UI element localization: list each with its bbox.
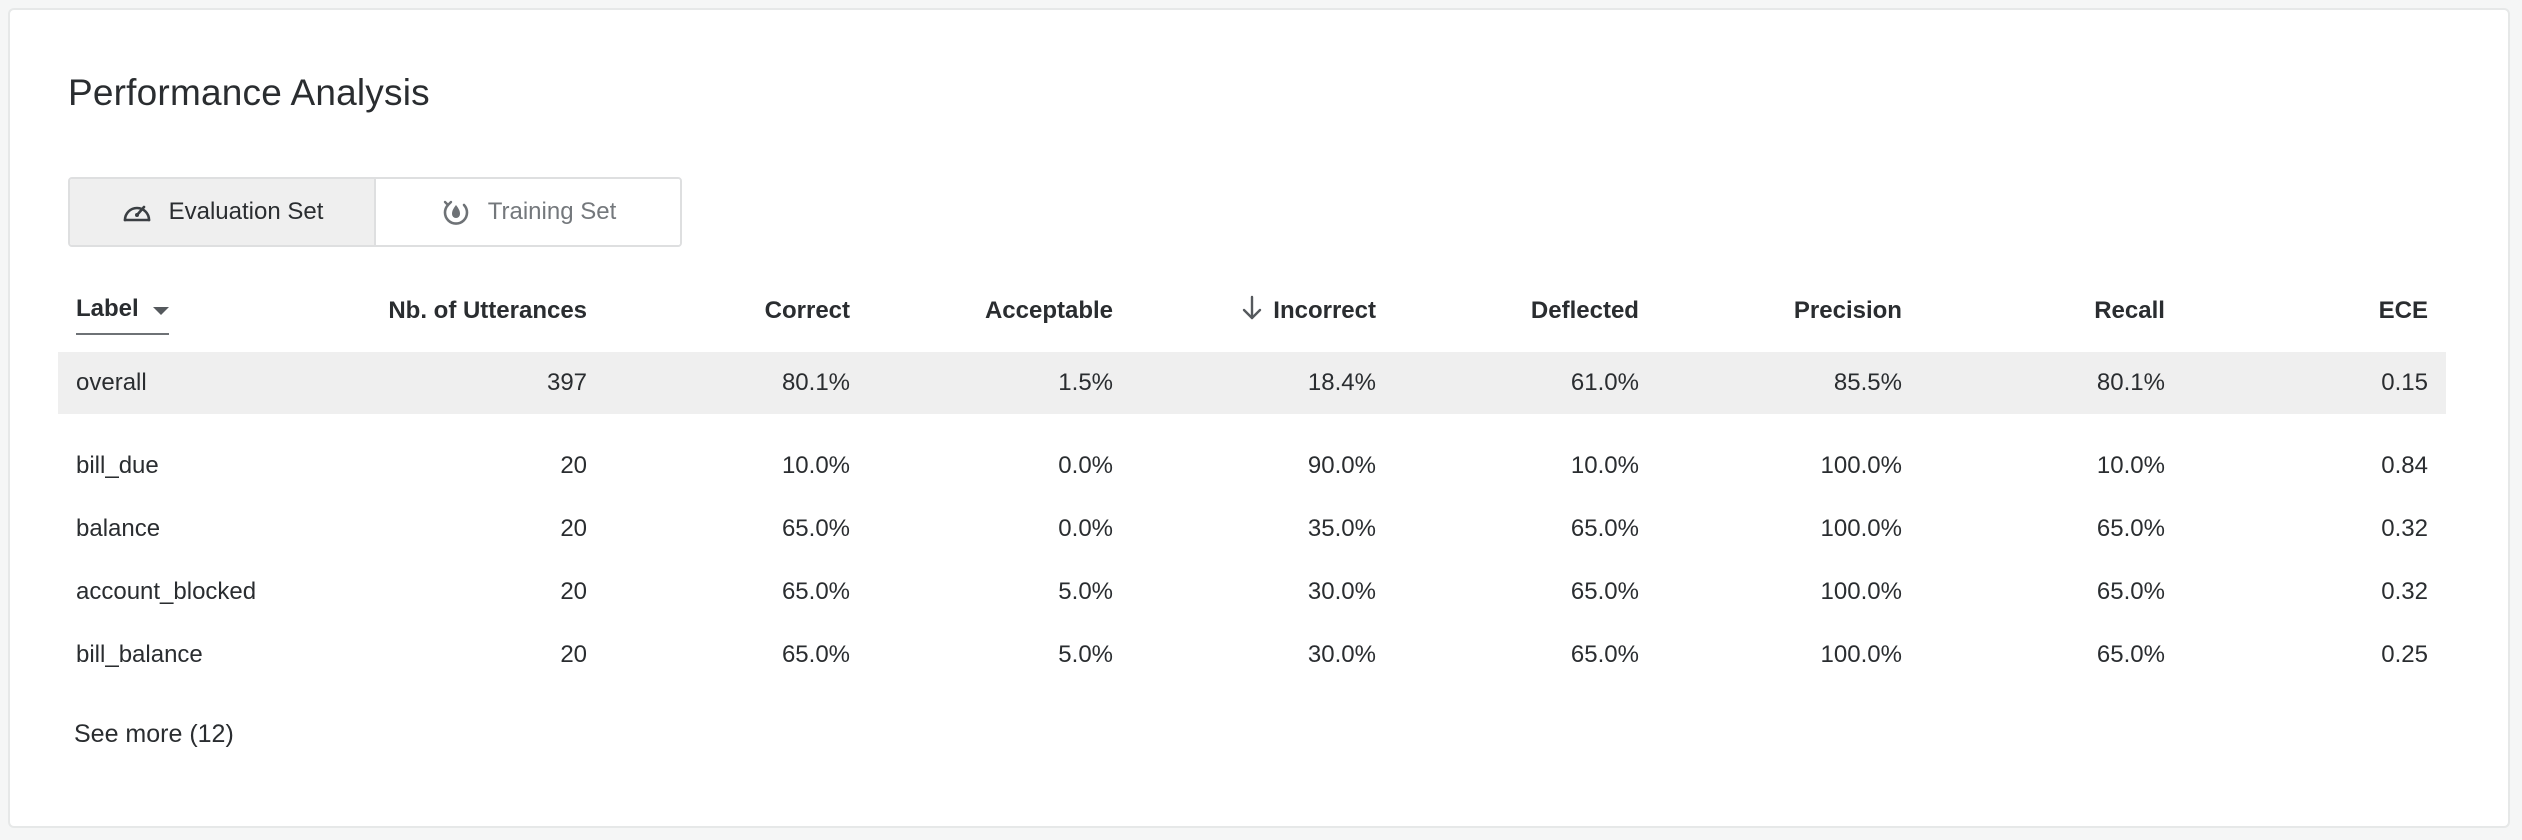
cell-deflected: 10.0% <box>1570 451 1639 479</box>
cell-incorrect: 35.0% <box>1307 514 1376 542</box>
cell-utterances: 20 <box>560 514 588 542</box>
cell-correct: 10.0% <box>781 451 851 479</box>
column-header-label-text: Label <box>76 295 139 322</box>
see-more-link[interactable]: See more (12) <box>74 720 234 748</box>
tab-training-set-label: Training Set <box>487 198 617 225</box>
cell-correct: 65.0% <box>781 640 851 668</box>
cell-utterances: 20 <box>560 640 588 668</box>
caret-down-icon <box>152 307 169 315</box>
tab-evaluation-set-label: Evaluation Set <box>168 198 324 225</box>
table-row[interactable]: bill_due 20 10.0% 0.0% 90.0% 10.0% 100.0… <box>58 434 2446 497</box>
sort-descending-icon <box>1241 295 1263 328</box>
cell-label: bill_balance <box>76 640 203 668</box>
cell-deflected: 61.0% <box>1393 352 1657 414</box>
column-header-precision[interactable]: Precision <box>1793 297 1902 324</box>
cell-recall: 65.0% <box>2096 640 2165 668</box>
tab-training-set[interactable]: Training Set <box>376 179 680 245</box>
table-row[interactable]: account_blocked 20 65.0% 5.0% 30.0% 65.0… <box>58 560 2446 623</box>
column-header-incorrect-text: Incorrect <box>1273 296 1376 324</box>
cell-precision: 100.0% <box>1820 640 1902 668</box>
column-header-utterances[interactable]: Nb. of Utterances <box>388 297 588 324</box>
cell-acceptable: 0.0% <box>1058 514 1113 542</box>
cell-ece: 0.32 <box>2381 514 2428 542</box>
cell-label: overall <box>58 352 343 414</box>
cell-deflected: 65.0% <box>1570 640 1639 668</box>
performance-analysis-card: Performance Analysis Evaluation Set <box>8 8 2510 828</box>
page-title: Performance Analysis <box>68 72 430 113</box>
cell-correct: 80.1% <box>605 352 869 414</box>
cell-ece: 0.15 <box>2182 352 2446 414</box>
cell-utterances: 397 <box>342 352 606 414</box>
cell-deflected: 65.0% <box>1570 514 1639 542</box>
cell-correct: 65.0% <box>781 577 851 605</box>
table-row[interactable]: bill_balance 20 65.0% 5.0% 30.0% 65.0% 1… <box>58 623 2446 686</box>
cell-utterances: 20 <box>560 451 588 479</box>
cell-acceptable: 5.0% <box>1058 577 1113 605</box>
cell-utterances: 20 <box>560 577 588 605</box>
cell-incorrect: 18.4% <box>1131 352 1394 414</box>
cell-acceptable: 0.0% <box>1058 451 1113 479</box>
cell-incorrect: 30.0% <box>1307 577 1376 605</box>
gauge-icon <box>121 198 153 226</box>
column-header-correct[interactable]: Correct <box>764 297 851 324</box>
cell-label: bill_due <box>76 451 159 479</box>
cell-recall: 65.0% <box>2096 514 2165 542</box>
column-header-deflected[interactable]: Deflected <box>1530 297 1639 324</box>
label-sort-dropdown[interactable]: Label <box>76 295 169 335</box>
column-header-incorrect[interactable]: Incorrect <box>1131 270 1394 352</box>
column-header-label[interactable]: Label <box>58 270 342 352</box>
cell-label: balance <box>76 514 161 542</box>
cell-precision: 100.0% <box>1820 514 1902 542</box>
cell-acceptable: 1.5% <box>868 352 1131 414</box>
cell-precision: 85.5% <box>1656 352 1920 414</box>
cell-ece: 0.84 <box>2381 451 2428 479</box>
training-cycle-icon <box>440 196 472 228</box>
cell-ece: 0.32 <box>2381 577 2428 605</box>
cell-incorrect: 90.0% <box>1307 451 1376 479</box>
cell-precision: 100.0% <box>1820 577 1902 605</box>
cell-label: account_blocked <box>76 577 257 605</box>
cell-ece: 0.25 <box>2381 640 2428 668</box>
table-header-row: Label Nb. of Utterances Correct Acceptab… <box>58 270 2446 352</box>
cell-recall: 65.0% <box>2096 577 2165 605</box>
cell-recall: 10.0% <box>2096 451 2165 479</box>
cell-recall: 80.1% <box>1919 352 2183 414</box>
cell-precision: 100.0% <box>1820 451 1902 479</box>
cell-incorrect: 30.0% <box>1307 640 1376 668</box>
cell-deflected: 65.0% <box>1570 577 1639 605</box>
table-row-overall: overall 397 80.1% 1.5% 18.4% 61.0% 85.5%… <box>58 352 2446 414</box>
dataset-toggle: Evaluation Set Training Set <box>68 177 682 247</box>
performance-table: Label Nb. of Utterances Correct Acceptab… <box>58 270 2446 686</box>
cell-acceptable: 5.0% <box>1058 640 1113 668</box>
column-header-recall[interactable]: Recall <box>2094 297 2165 324</box>
column-header-acceptable[interactable]: Acceptable <box>984 297 1113 324</box>
cell-correct: 65.0% <box>781 514 851 542</box>
column-header-ece[interactable]: ECE <box>2378 297 2428 324</box>
table-spacer <box>58 414 2446 434</box>
table-row[interactable]: balance 20 65.0% 0.0% 35.0% 65.0% 100.0%… <box>58 497 2446 560</box>
tab-evaluation-set[interactable]: Evaluation Set <box>70 179 376 245</box>
